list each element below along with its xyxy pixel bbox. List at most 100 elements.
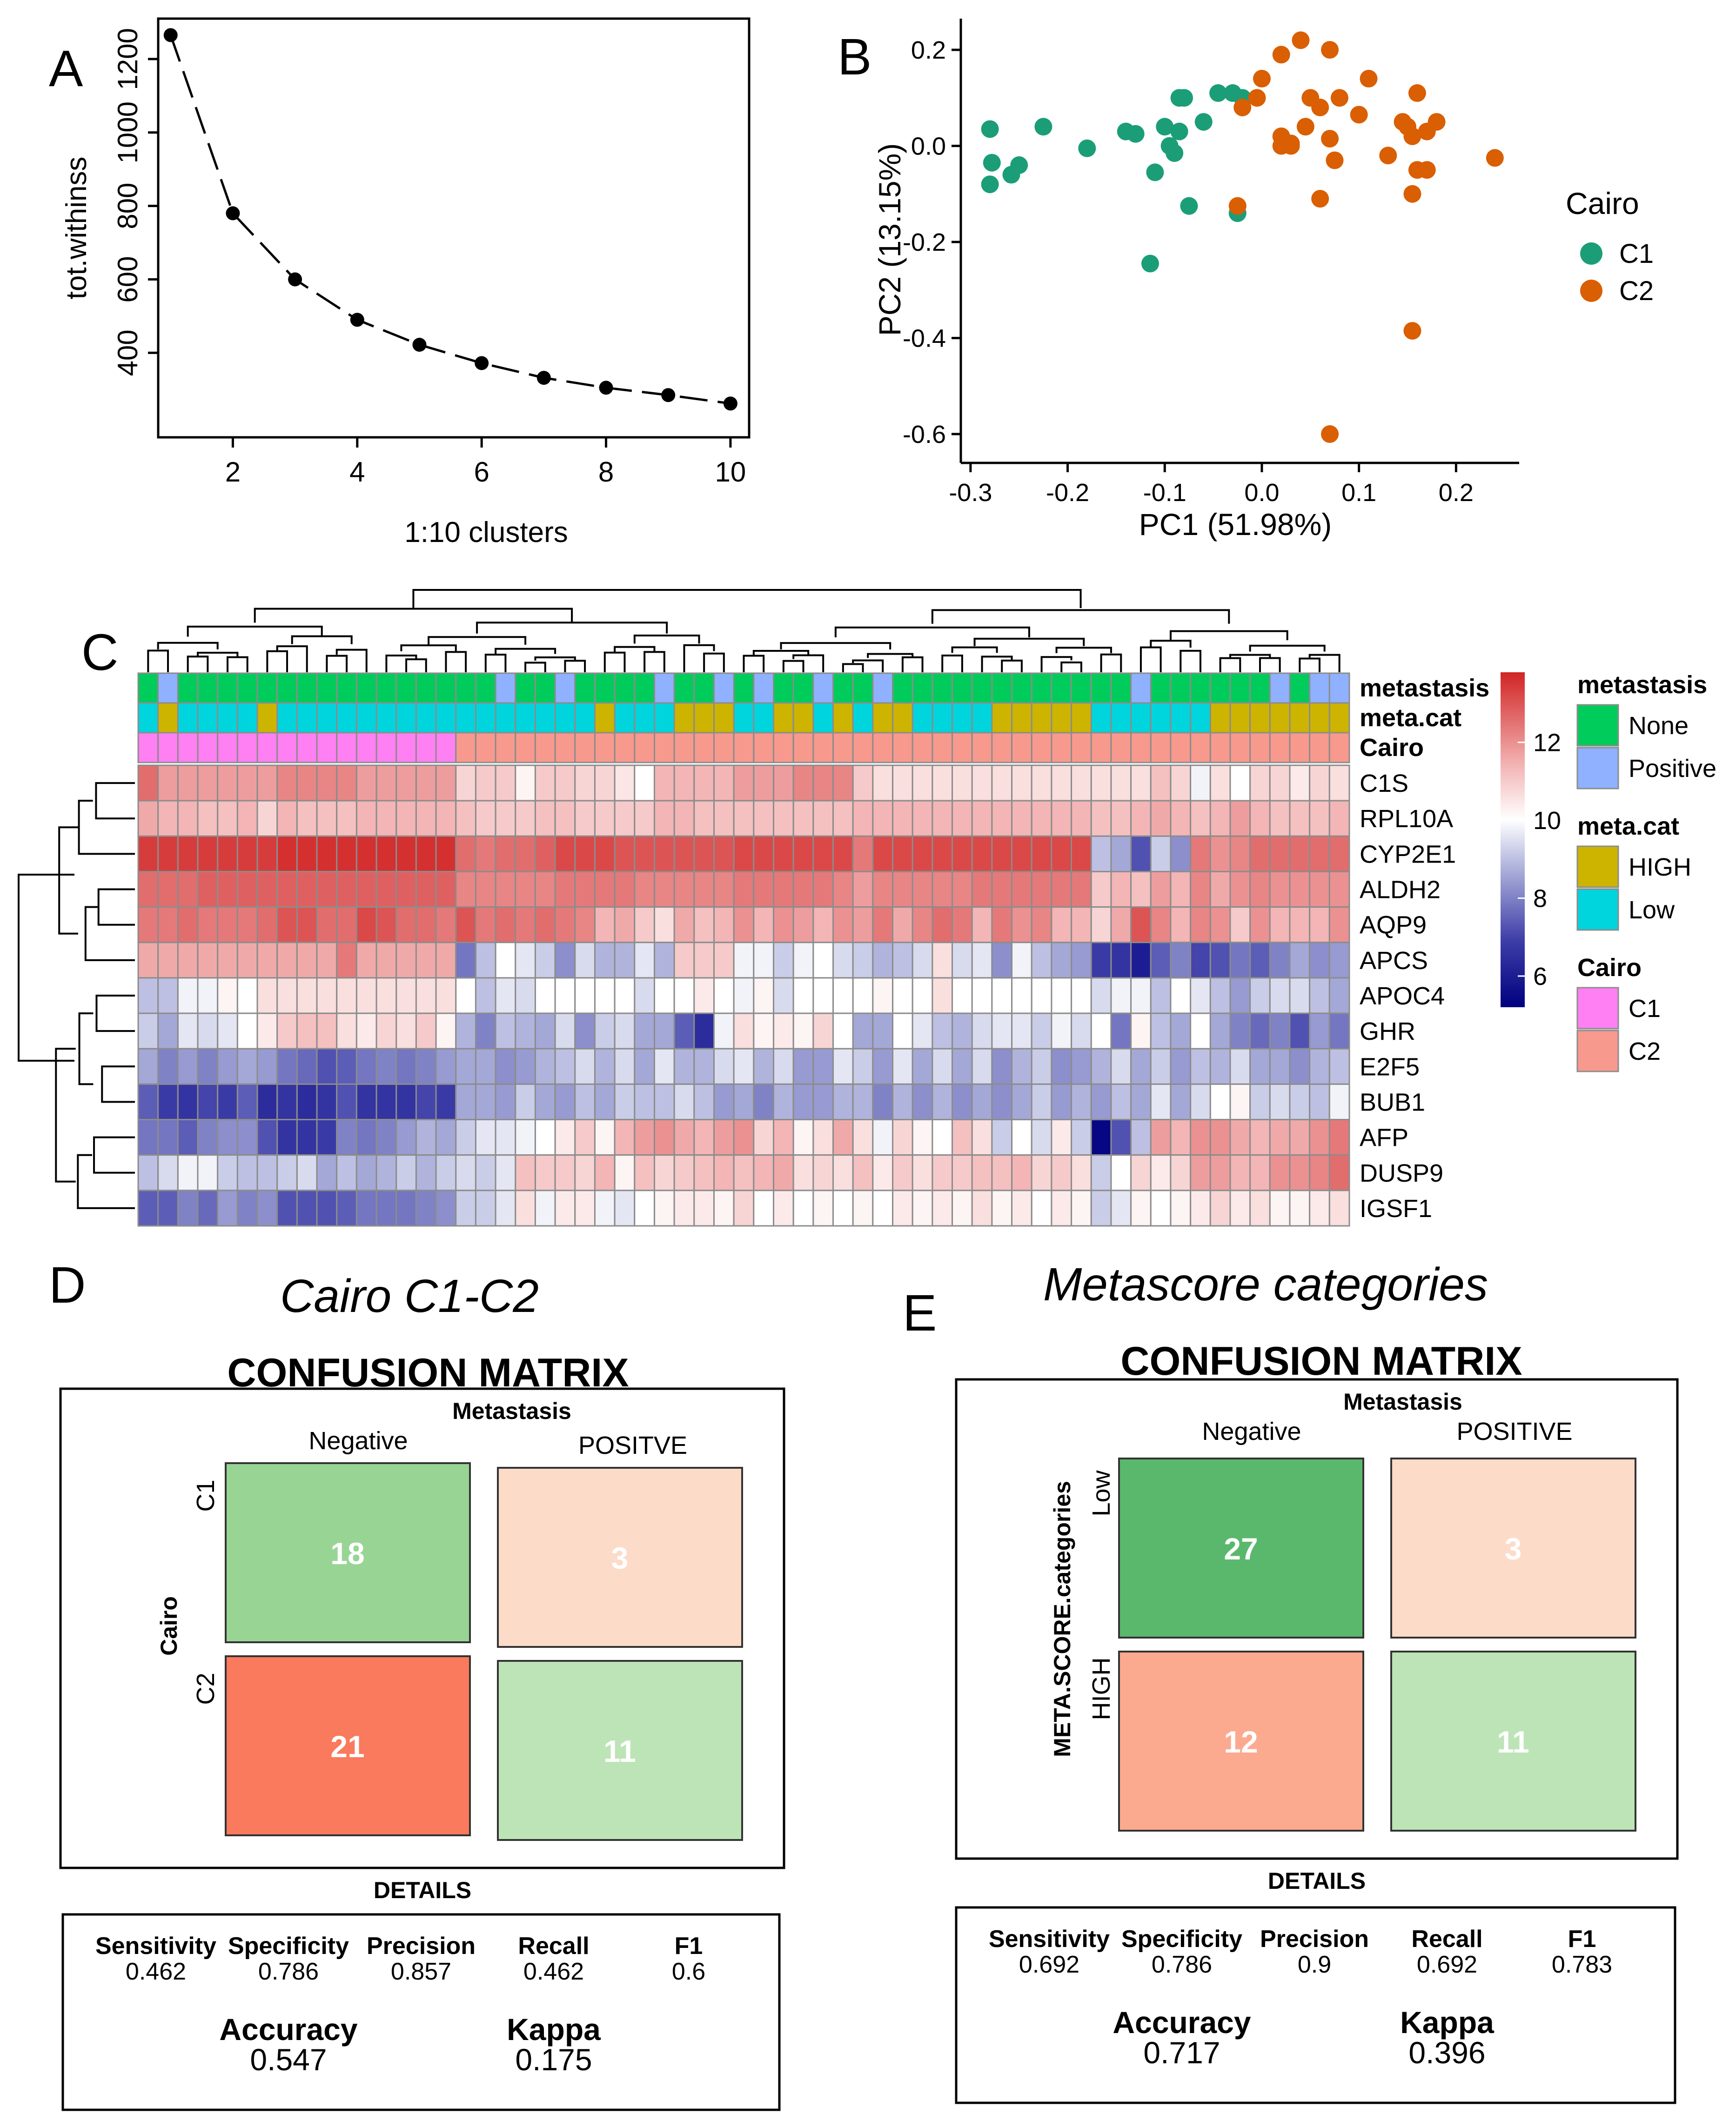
annotation-cell-meta-cat [673,702,695,734]
heatmap-cell [1309,764,1330,802]
pca-point-c2 [1321,130,1339,148]
heatmap-cell [157,906,179,943]
heatmap-cell [713,906,735,943]
annotation-cell-meta-cat [1269,702,1291,734]
d-metric-specificity: Specificity 0.786 [228,1933,349,1985]
annotation-cell-metastasis [435,672,457,704]
dendrogram-branch [276,645,308,672]
annotation-cell-cairo [1190,732,1211,763]
heatmap-cell [177,906,199,943]
heatmap-cell [812,906,834,943]
dendrogram-branch [792,654,824,672]
heatmap-cell [1170,1119,1192,1156]
dendrogram-branch [95,995,135,1032]
heatmap-cell [395,977,417,1014]
heatmap-cell [753,1083,775,1121]
e-summary-label: Kappa [1400,2005,1495,2040]
heatmap-cell [554,1190,576,1227]
heatmap-cell [614,906,636,943]
annotation-cell-metastasis [773,672,794,704]
heatmap-cell [594,1119,616,1156]
heatmap-cell [515,977,536,1014]
heatmap-cell [515,1190,536,1227]
heatmap-cell [1289,1119,1311,1156]
heatmap-cell [217,1154,238,1191]
heatmap-cell [495,1048,516,1085]
heatmap-cell [1170,1048,1192,1085]
heatmap-cell [634,835,655,872]
annotation-cell-meta-cat [1209,702,1231,734]
pca-point-c1 [1170,122,1188,140]
pca-point-c2 [1282,137,1300,155]
pca-point-c1 [1010,156,1028,174]
annotation-cell-metastasis [1090,672,1112,704]
dendrogram-branch [187,625,323,637]
d-col-header: Metastasis [452,1398,571,1424]
heatmap-row-label: APOC4 [1360,982,1445,1010]
d-cell-value: 18 [330,1536,364,1571]
d-cell-value: 11 [603,1734,636,1768]
heatmap-cell [296,906,318,943]
heatmap-cell [1289,1154,1311,1191]
heatmap-cell [673,906,695,943]
e-summary-label: Accuracy [1113,2005,1251,2040]
d-summary-label: Kappa [507,2012,601,2047]
heatmap-cell [1011,1012,1032,1050]
annotation-cell-meta-cat [534,702,556,734]
heatmap-cell [614,1083,636,1121]
heatmap-cell [395,1154,417,1191]
colorbar-tick-label: 8 [1533,885,1547,913]
heatmap-cell [1269,942,1291,979]
heatmap-cell [773,1154,794,1191]
heatmap-cell [236,1119,258,1156]
pca-point-c1 [1194,113,1213,131]
annotation-cell-cairo [1289,732,1311,763]
heatmap-cell [1031,764,1052,802]
heatmap-cell [515,1083,536,1121]
pca-point-c2 [1418,161,1436,179]
heatmap-cell [872,870,894,908]
heatmap-cell [236,977,258,1014]
heatmap-cell [1011,800,1032,837]
heatmap-cell [256,1154,278,1191]
dendrogram-branch [1060,661,1082,672]
pca-point-c1 [1180,197,1198,215]
pca-point-c1 [1126,125,1145,143]
e-metric-value: 0.9 [1298,1951,1331,1978]
heatmap-cell [1209,835,1231,872]
heatmap-cell [276,1190,298,1227]
heatmap-cell [415,764,437,802]
heatmap-cell [1190,1012,1211,1050]
e-details-title: DETAILS [1268,1868,1366,1894]
e-title: CONFUSION MATRIX [1120,1339,1522,1384]
heatmap-cell [435,1119,457,1156]
annotation-cell-meta-cat [872,702,894,734]
heatmap-cell [653,1083,675,1121]
heatmap-cell [753,906,775,943]
heatmap-cell [792,977,814,1014]
heatmap-cell [952,977,973,1014]
dendrogram-branch [1040,656,1072,672]
heatmap-cell [157,870,179,908]
heatmap-cell [693,977,715,1014]
heatmap-cell [534,1083,556,1121]
heatmap-cell [1110,800,1132,837]
heatmap-cell [614,835,636,872]
heatmap-cell [1209,1119,1231,1156]
heatmap-cell [892,870,913,908]
heatmap-cell [1150,800,1172,837]
heatmap-cell [952,800,973,837]
heatmap-cell [1150,1012,1172,1050]
heatmap-cell [832,1154,854,1191]
heatmap-cell [733,1154,755,1191]
annotation-cell-meta-cat [634,702,655,734]
heatmap-cell [355,835,377,872]
heatmap-cell [1150,1119,1172,1156]
heatmap-cell [1249,1083,1271,1121]
heatmap-cell [574,1048,596,1085]
heatmap-cell [1110,1119,1132,1156]
heatmap-cell [773,800,794,837]
heatmap-cell [475,1154,496,1191]
heatmap-cell [236,1190,258,1227]
pca-point-c1 [1156,118,1174,136]
